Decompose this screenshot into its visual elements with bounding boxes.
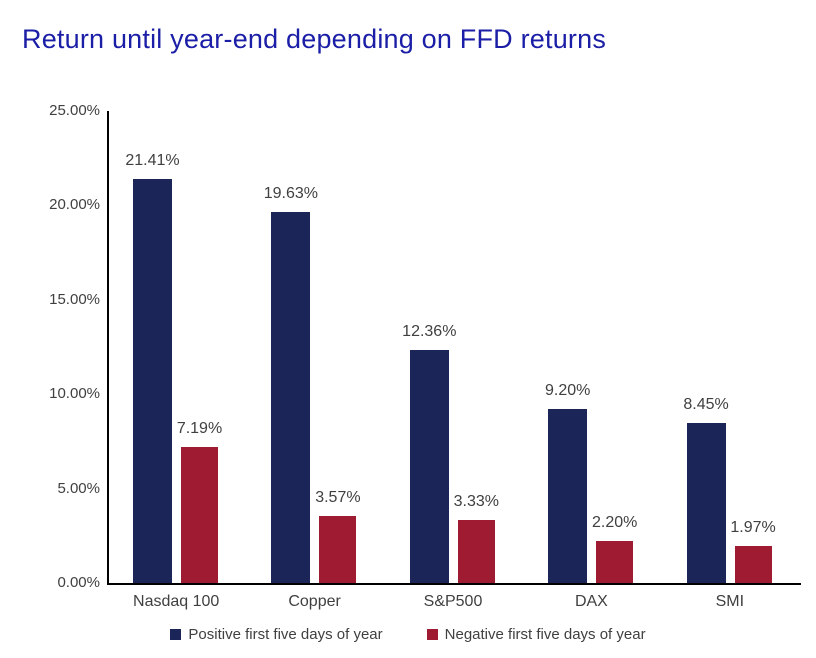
legend-item-negative: Negative first five days of year (426, 626, 646, 643)
bar-negative-dax (596, 541, 634, 583)
bar-positive-smi (686, 423, 726, 583)
legend: Positive first five days of year Negativ… (0, 626, 816, 643)
y-tick-label: 25.00% (49, 102, 100, 119)
category-label-s-p500: S&P500 (423, 593, 483, 610)
bar-value-label: 19.63% (263, 185, 319, 202)
category-label-dax: DAX (574, 593, 608, 610)
bar-negative-nasdaq-100 (181, 447, 218, 583)
bar-value-label: 3.33% (453, 493, 499, 510)
bar-positive-nasdaq-100 (133, 179, 172, 583)
chart-title: Return until year-end depending on FFD r… (22, 24, 607, 54)
y-tick-label: 20.00% (49, 196, 100, 214)
legend-item-positive: Positive first five days of year (170, 626, 383, 643)
bar-value-label: 12.36% (402, 323, 457, 340)
bar-value-label: 8.45% (683, 396, 729, 413)
category-label-nasdaq-100: Nasdaq 100 (133, 593, 220, 610)
legend-label-negative: Negative first five days of year (444, 626, 646, 643)
bar-positive-dax (548, 409, 588, 583)
y-tick-label: 10.00% (49, 385, 100, 403)
y-tick-label: 5.00% (57, 479, 100, 497)
bar-negative-copper (319, 516, 357, 583)
legend-swatch-negative (426, 629, 438, 640)
bar-positive-s-p500 (409, 350, 449, 583)
bar-value-label: 2.20% (592, 514, 638, 531)
category-label-smi: SMI (715, 593, 745, 610)
bar-value-label: 9.20% (545, 382, 591, 399)
legend-swatch-positive (170, 629, 182, 640)
bar-negative-smi (734, 546, 772, 583)
legend-label-positive: Positive first five days of year (188, 626, 383, 643)
bar-negative-s-p500 (457, 520, 495, 583)
bar-value-label: 1.97% (730, 519, 776, 536)
bar-value-label: 7.19% (176, 420, 223, 437)
y-tick-label: 0.00% (57, 574, 100, 591)
bar-value-label: 3.57% (315, 489, 361, 506)
bar-positive-copper (271, 212, 311, 583)
y-tick-label: 15.00% (49, 290, 100, 308)
plot-area (107, 111, 801, 585)
bar-value-label: 21.41% (125, 152, 180, 169)
category-label-copper: Copper (288, 593, 341, 610)
